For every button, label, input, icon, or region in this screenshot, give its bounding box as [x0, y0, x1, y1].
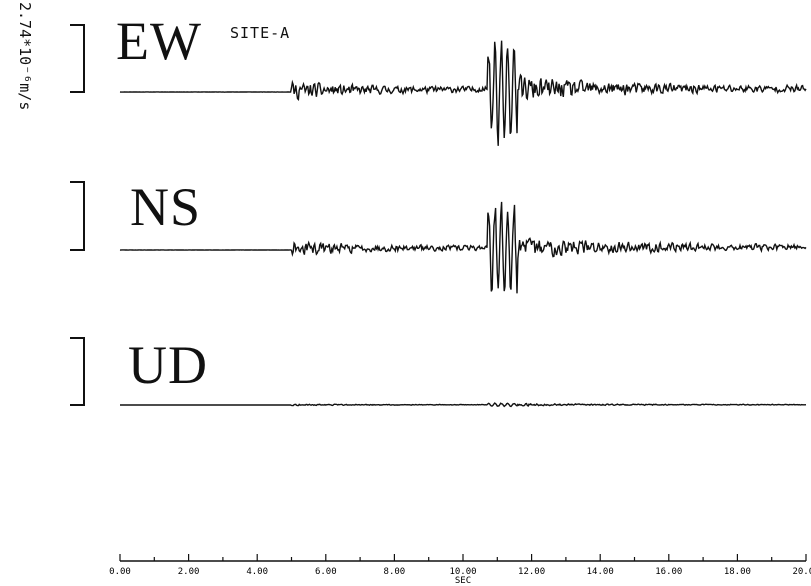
- x-tick-label: 14.00: [587, 567, 614, 577]
- ns-scale-bar: [70, 181, 85, 251]
- ud-scale-bar: [70, 337, 85, 406]
- ew-scale-bar: [70, 24, 85, 93]
- ns-component-label: NS: [130, 177, 202, 237]
- x-tick-label: 10.00: [449, 567, 476, 577]
- ns-trace: [119, 201, 807, 294]
- x-tick-label: 18.00: [724, 567, 751, 577]
- x-tick-label: 8.00: [384, 567, 406, 577]
- x-tick-label: 20.00: [792, 567, 811, 577]
- ew-trace: [119, 40, 807, 146]
- x-tick-label: 2.00: [178, 567, 200, 577]
- ud-component-label: UD: [128, 335, 208, 395]
- x-tick-label: 6.00: [315, 567, 337, 577]
- x-tick-label: 16.00: [655, 567, 682, 577]
- scale-bars: [70, 24, 85, 406]
- ud-trace: [120, 402, 807, 408]
- x-tick-label: 4.00: [246, 567, 268, 577]
- x-tick-label: 0.00: [109, 567, 131, 577]
- x-tick-label: 12.00: [518, 567, 545, 577]
- ew-component-label: EW: [116, 11, 202, 71]
- x-axis-title: SEC: [455, 576, 471, 586]
- site-label: SITE-A: [230, 24, 291, 42]
- time-axis: 0.00 2.00 4.00 6.00 8.00 10.00 12.00 14.00 16.00…: [109, 554, 811, 586]
